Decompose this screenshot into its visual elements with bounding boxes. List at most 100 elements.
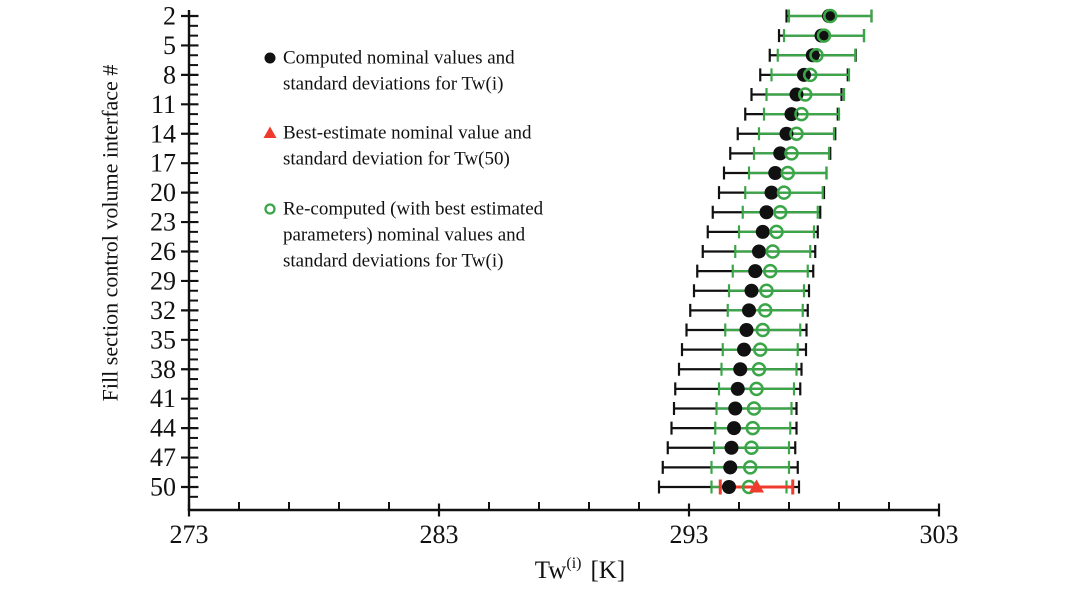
legend: Computed nominal values and standard devi… [263, 48, 544, 272]
x-tick-label: 293 [670, 520, 709, 549]
marker-best-estimate [749, 479, 764, 493]
marker-computed [748, 264, 763, 279]
data-row [692, 283, 811, 298]
marker-computed [755, 224, 770, 239]
errorbar-recomputed [720, 362, 798, 376]
y-tick-label: 32 [150, 296, 176, 325]
marker-computed [768, 166, 783, 180]
x-tick-label: 273 [170, 520, 209, 549]
errorbar-recomputed [717, 382, 796, 396]
marker-computed [779, 126, 794, 141]
x-axis-title-group: Tw(i) [K] [535, 555, 625, 584]
marker-recomputed [753, 342, 768, 357]
errorbar-recomputed [744, 186, 824, 200]
data-row [768, 48, 857, 63]
marker-recomputed [758, 303, 773, 318]
marker-recomputed [780, 165, 795, 181]
marker-recomputed [751, 362, 767, 377]
legend-text-line: Best-estimate nominal value and [283, 123, 532, 144]
marker-recomputed [798, 87, 813, 102]
marker-recomputed [784, 146, 799, 161]
marker-recomputed [789, 126, 804, 141]
data-row [657, 479, 801, 495]
marker-recomputed [816, 28, 832, 43]
legend-text-line: parameters) nominal values and [283, 225, 526, 246]
data-row [729, 146, 832, 161]
errorbar-recomputed [724, 323, 802, 337]
data-row [674, 381, 802, 397]
legend-item: Re-computed (with best estimated paramete… [264, 199, 544, 272]
marker-computed [728, 401, 743, 416]
legend-text-line: Computed nominal values and [283, 48, 515, 69]
errorbar-recomputed [714, 421, 792, 435]
marker-computed [752, 244, 766, 259]
errorbar-recomputed [741, 205, 819, 219]
marker-recomputed [823, 8, 838, 24]
marker-computed [805, 48, 820, 63]
data-row [701, 244, 817, 259]
marker-recomputed [773, 205, 788, 220]
errorbar-recomputed [747, 166, 828, 180]
data-row [785, 8, 873, 24]
legend-text-line: Re-computed (with best estimated [283, 199, 544, 220]
marker-recomputed [744, 440, 759, 455]
marker-recomputed [776, 185, 792, 200]
marker-recomputed [755, 322, 770, 338]
errorbar-recomputed [731, 264, 809, 278]
y-tick-label: 47 [150, 443, 176, 472]
marker-computed [724, 440, 739, 455]
y-tick-label: 26 [150, 237, 176, 266]
data-row [722, 165, 828, 181]
marker-computed [759, 205, 774, 220]
y-tick-label: 50 [150, 473, 176, 502]
marker-recomputed [743, 460, 758, 475]
marker-computed [730, 381, 745, 396]
data-rows [657, 8, 873, 495]
y-tick-label: 35 [150, 325, 176, 354]
data-row [672, 401, 798, 416]
y-axis-title: Fill section control volume interface # [98, 65, 123, 402]
y-tick-label: 29 [150, 266, 176, 295]
axes: 273 283 293 303 2581114172023262932353841444… [150, 2, 959, 550]
y-tick-label: 17 [150, 149, 176, 178]
errorbar-recomputed [752, 146, 831, 160]
marker-computed [722, 480, 736, 494]
marker-computed [727, 421, 741, 436]
data-row [717, 185, 826, 200]
legend-filled-triangle-icon [263, 126, 277, 138]
data-row [670, 420, 798, 436]
legend-text-line: standard deviations for Tw(i) [283, 251, 503, 272]
data-row [759, 67, 851, 83]
marker-computed [784, 107, 799, 122]
marker-computed [742, 303, 756, 318]
marker-recomputed [746, 401, 762, 416]
errorbar-recomputed [710, 460, 791, 474]
legend-text-line: standard deviations for Tw(i) [283, 74, 503, 95]
x-tick-label: 303 [920, 520, 959, 549]
data-row [666, 440, 797, 455]
y-tick-label: 8 [163, 60, 176, 89]
data-row [706, 224, 819, 240]
marker-computed [739, 323, 754, 337]
marker-computed [773, 146, 788, 161]
data-row [680, 342, 808, 357]
data-row [750, 87, 846, 102]
data-row [696, 263, 815, 279]
data-row [685, 322, 808, 338]
y-tick-label: 5 [163, 31, 176, 60]
marker-recomputed [803, 67, 818, 83]
y-tick-label: 38 [150, 355, 176, 384]
marker-recomputed [749, 381, 764, 397]
y-tick-label: 2 [163, 2, 176, 31]
y-axis-title-group: Fill section control volume interface # [98, 65, 123, 402]
errorbar-recomputed [727, 284, 806, 298]
legend-filled-circle-icon [264, 52, 276, 64]
errorbar-recomputed [726, 303, 804, 317]
marker-computed [744, 283, 759, 298]
errorbar-recomputed [734, 245, 812, 258]
errorbar-recomputed [765, 88, 846, 101]
marker-recomputed [759, 283, 774, 298]
marker-recomputed [794, 106, 809, 122]
